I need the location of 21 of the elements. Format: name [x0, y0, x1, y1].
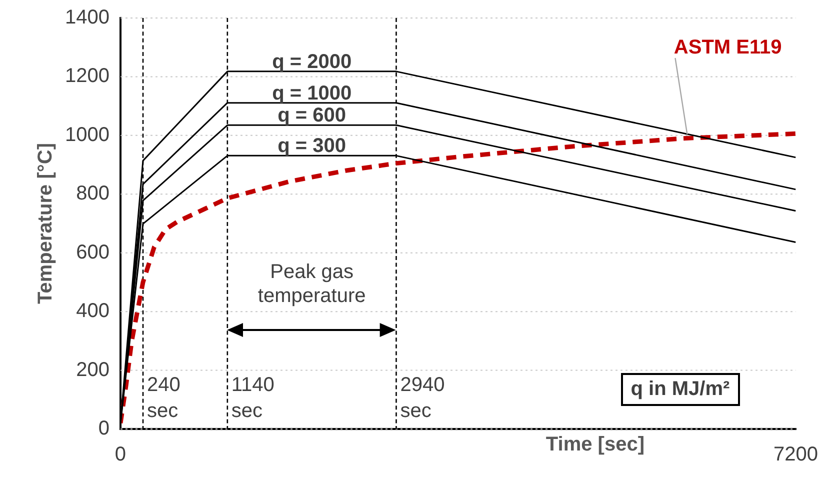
- series-label: q = 600: [278, 104, 346, 127]
- annotation: q in MJ/m²: [620, 373, 740, 406]
- x-axis-title: Time [sec]: [546, 434, 644, 456]
- y-tick-label: 600: [76, 241, 110, 264]
- ref-line-label: 1140 sec: [231, 374, 274, 422]
- y-tick-label: 0: [98, 418, 110, 440]
- y-tick-label: 400: [76, 300, 110, 322]
- series-label: q = 1000: [272, 82, 352, 104]
- ref-line-label: 240 sec: [147, 374, 180, 422]
- y-tick-label: 800: [76, 182, 110, 205]
- series-label: q = 2000: [272, 50, 352, 73]
- text: ASTM E119: [674, 36, 782, 59]
- y-tick-label: 1000: [64, 124, 110, 146]
- ref-line-label: 2940 sec: [400, 374, 445, 422]
- annotation: Peak gas temperature: [256, 260, 367, 308]
- x-tick-label: 7200: [774, 444, 818, 466]
- y-tick-label: 200: [76, 358, 110, 381]
- y-tick-label: 1200: [64, 65, 110, 88]
- y-axis-title: Temperature [°C]: [34, 143, 57, 304]
- series-label: q = 300: [278, 135, 346, 158]
- y-tick-label: 1400: [64, 6, 110, 29]
